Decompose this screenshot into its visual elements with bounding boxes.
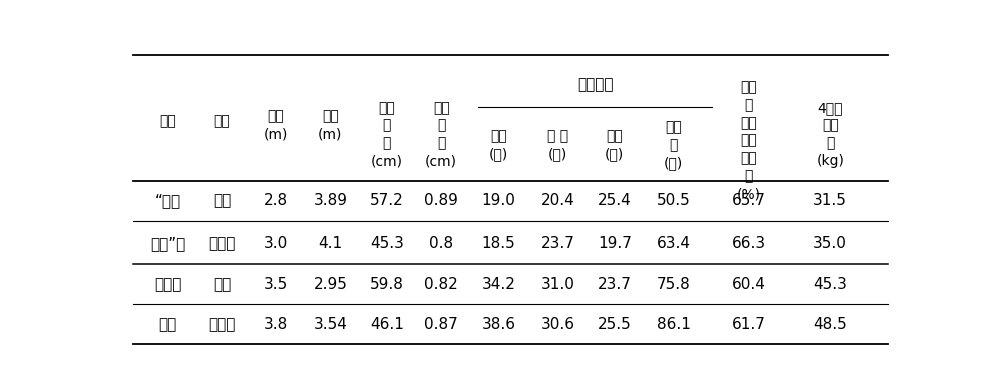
Text: 3.5: 3.5 xyxy=(264,277,288,292)
Text: 18.5: 18.5 xyxy=(482,236,515,251)
Text: 19.7: 19.7 xyxy=(598,236,632,251)
Text: 34.2: 34.2 xyxy=(482,277,515,292)
Text: 树高
(m): 树高 (m) xyxy=(264,110,288,142)
Text: 30.6: 30.6 xyxy=(540,317,574,332)
Text: 46.1: 46.1 xyxy=(370,317,404,332)
Text: 63.4: 63.4 xyxy=(657,236,691,251)
Text: 树形: 树形 xyxy=(159,114,176,128)
Text: 23.7: 23.7 xyxy=(541,236,574,251)
Text: 3.0: 3.0 xyxy=(264,236,288,251)
Text: 0.82: 0.82 xyxy=(424,277,458,292)
Text: 0.87: 0.87 xyxy=(424,317,458,332)
Text: 长枝
(个): 长枝 (个) xyxy=(489,129,508,161)
Text: 新梢
粗
度
(cm): 新梢 粗 度 (cm) xyxy=(425,101,457,168)
Text: 新梢
长
度
(cm): 新梢 长 度 (cm) xyxy=(371,101,403,168)
Text: 25.4: 25.4 xyxy=(598,194,632,209)
Text: 50.5: 50.5 xyxy=(657,194,691,209)
Text: 0.89: 0.89 xyxy=(424,194,458,209)
Text: 次郎: 次郎 xyxy=(213,277,231,292)
Text: 3.89: 3.89 xyxy=(313,194,347,209)
Text: 2.95: 2.95 xyxy=(313,277,347,292)
Text: 枝类组成: 枝类组成 xyxy=(577,77,613,92)
Text: 短枝
(个): 短枝 (个) xyxy=(605,129,624,161)
Text: 31.0: 31.0 xyxy=(541,277,574,292)
Text: 65.7: 65.7 xyxy=(732,194,766,209)
Text: 20.4: 20.4 xyxy=(541,194,574,209)
Text: 23.7: 23.7 xyxy=(598,277,632,292)
Text: 45.3: 45.3 xyxy=(813,277,847,292)
Text: 短枝
和
叶丛
枝占
总枝
量
(%): 短枝 和 叶丛 枝占 总枝 量 (%) xyxy=(737,80,761,201)
Text: 38.6: 38.6 xyxy=(482,317,516,332)
Text: 45.3: 45.3 xyxy=(370,236,404,251)
Text: 48.5: 48.5 xyxy=(813,317,847,332)
Text: 57.2: 57.2 xyxy=(370,194,404,209)
Text: 61.7: 61.7 xyxy=(732,317,766,332)
Text: 31.5: 31.5 xyxy=(813,194,847,209)
Text: 品种: 品种 xyxy=(214,114,230,128)
Text: 2.8: 2.8 xyxy=(264,194,288,209)
Text: 次郎: 次郎 xyxy=(213,194,231,209)
Text: 4年生
树株
产
(kg): 4年生 树株 产 (kg) xyxy=(816,101,844,168)
Text: 3.8: 3.8 xyxy=(264,317,288,332)
Text: 禅寺丸: 禅寺丸 xyxy=(208,317,236,332)
Text: 中 枝
(个): 中 枝 (个) xyxy=(547,129,568,161)
Text: 层形: 层形 xyxy=(158,317,177,332)
Text: 35.0: 35.0 xyxy=(813,236,847,251)
Text: 疏散分: 疏散分 xyxy=(154,277,181,292)
Text: 86.1: 86.1 xyxy=(657,317,691,332)
Text: 0.8: 0.8 xyxy=(429,236,453,251)
Text: “两枝: “两枝 xyxy=(155,194,181,209)
Text: 59.8: 59.8 xyxy=(370,277,404,292)
Text: 禅寺丸: 禅寺丸 xyxy=(208,236,236,251)
Text: 25.5: 25.5 xyxy=(598,317,632,332)
Text: 66.3: 66.3 xyxy=(732,236,766,251)
Text: 19.0: 19.0 xyxy=(482,194,515,209)
Text: 一心”形: 一心”形 xyxy=(150,236,185,251)
Text: 60.4: 60.4 xyxy=(732,277,766,292)
Text: 4.1: 4.1 xyxy=(318,236,342,251)
Text: 3.54: 3.54 xyxy=(313,317,347,332)
Text: 叶丛
枝
(个): 叶丛 枝 (个) xyxy=(664,120,683,170)
Text: 冠径
(m): 冠径 (m) xyxy=(318,110,343,142)
Text: 75.8: 75.8 xyxy=(657,277,691,292)
